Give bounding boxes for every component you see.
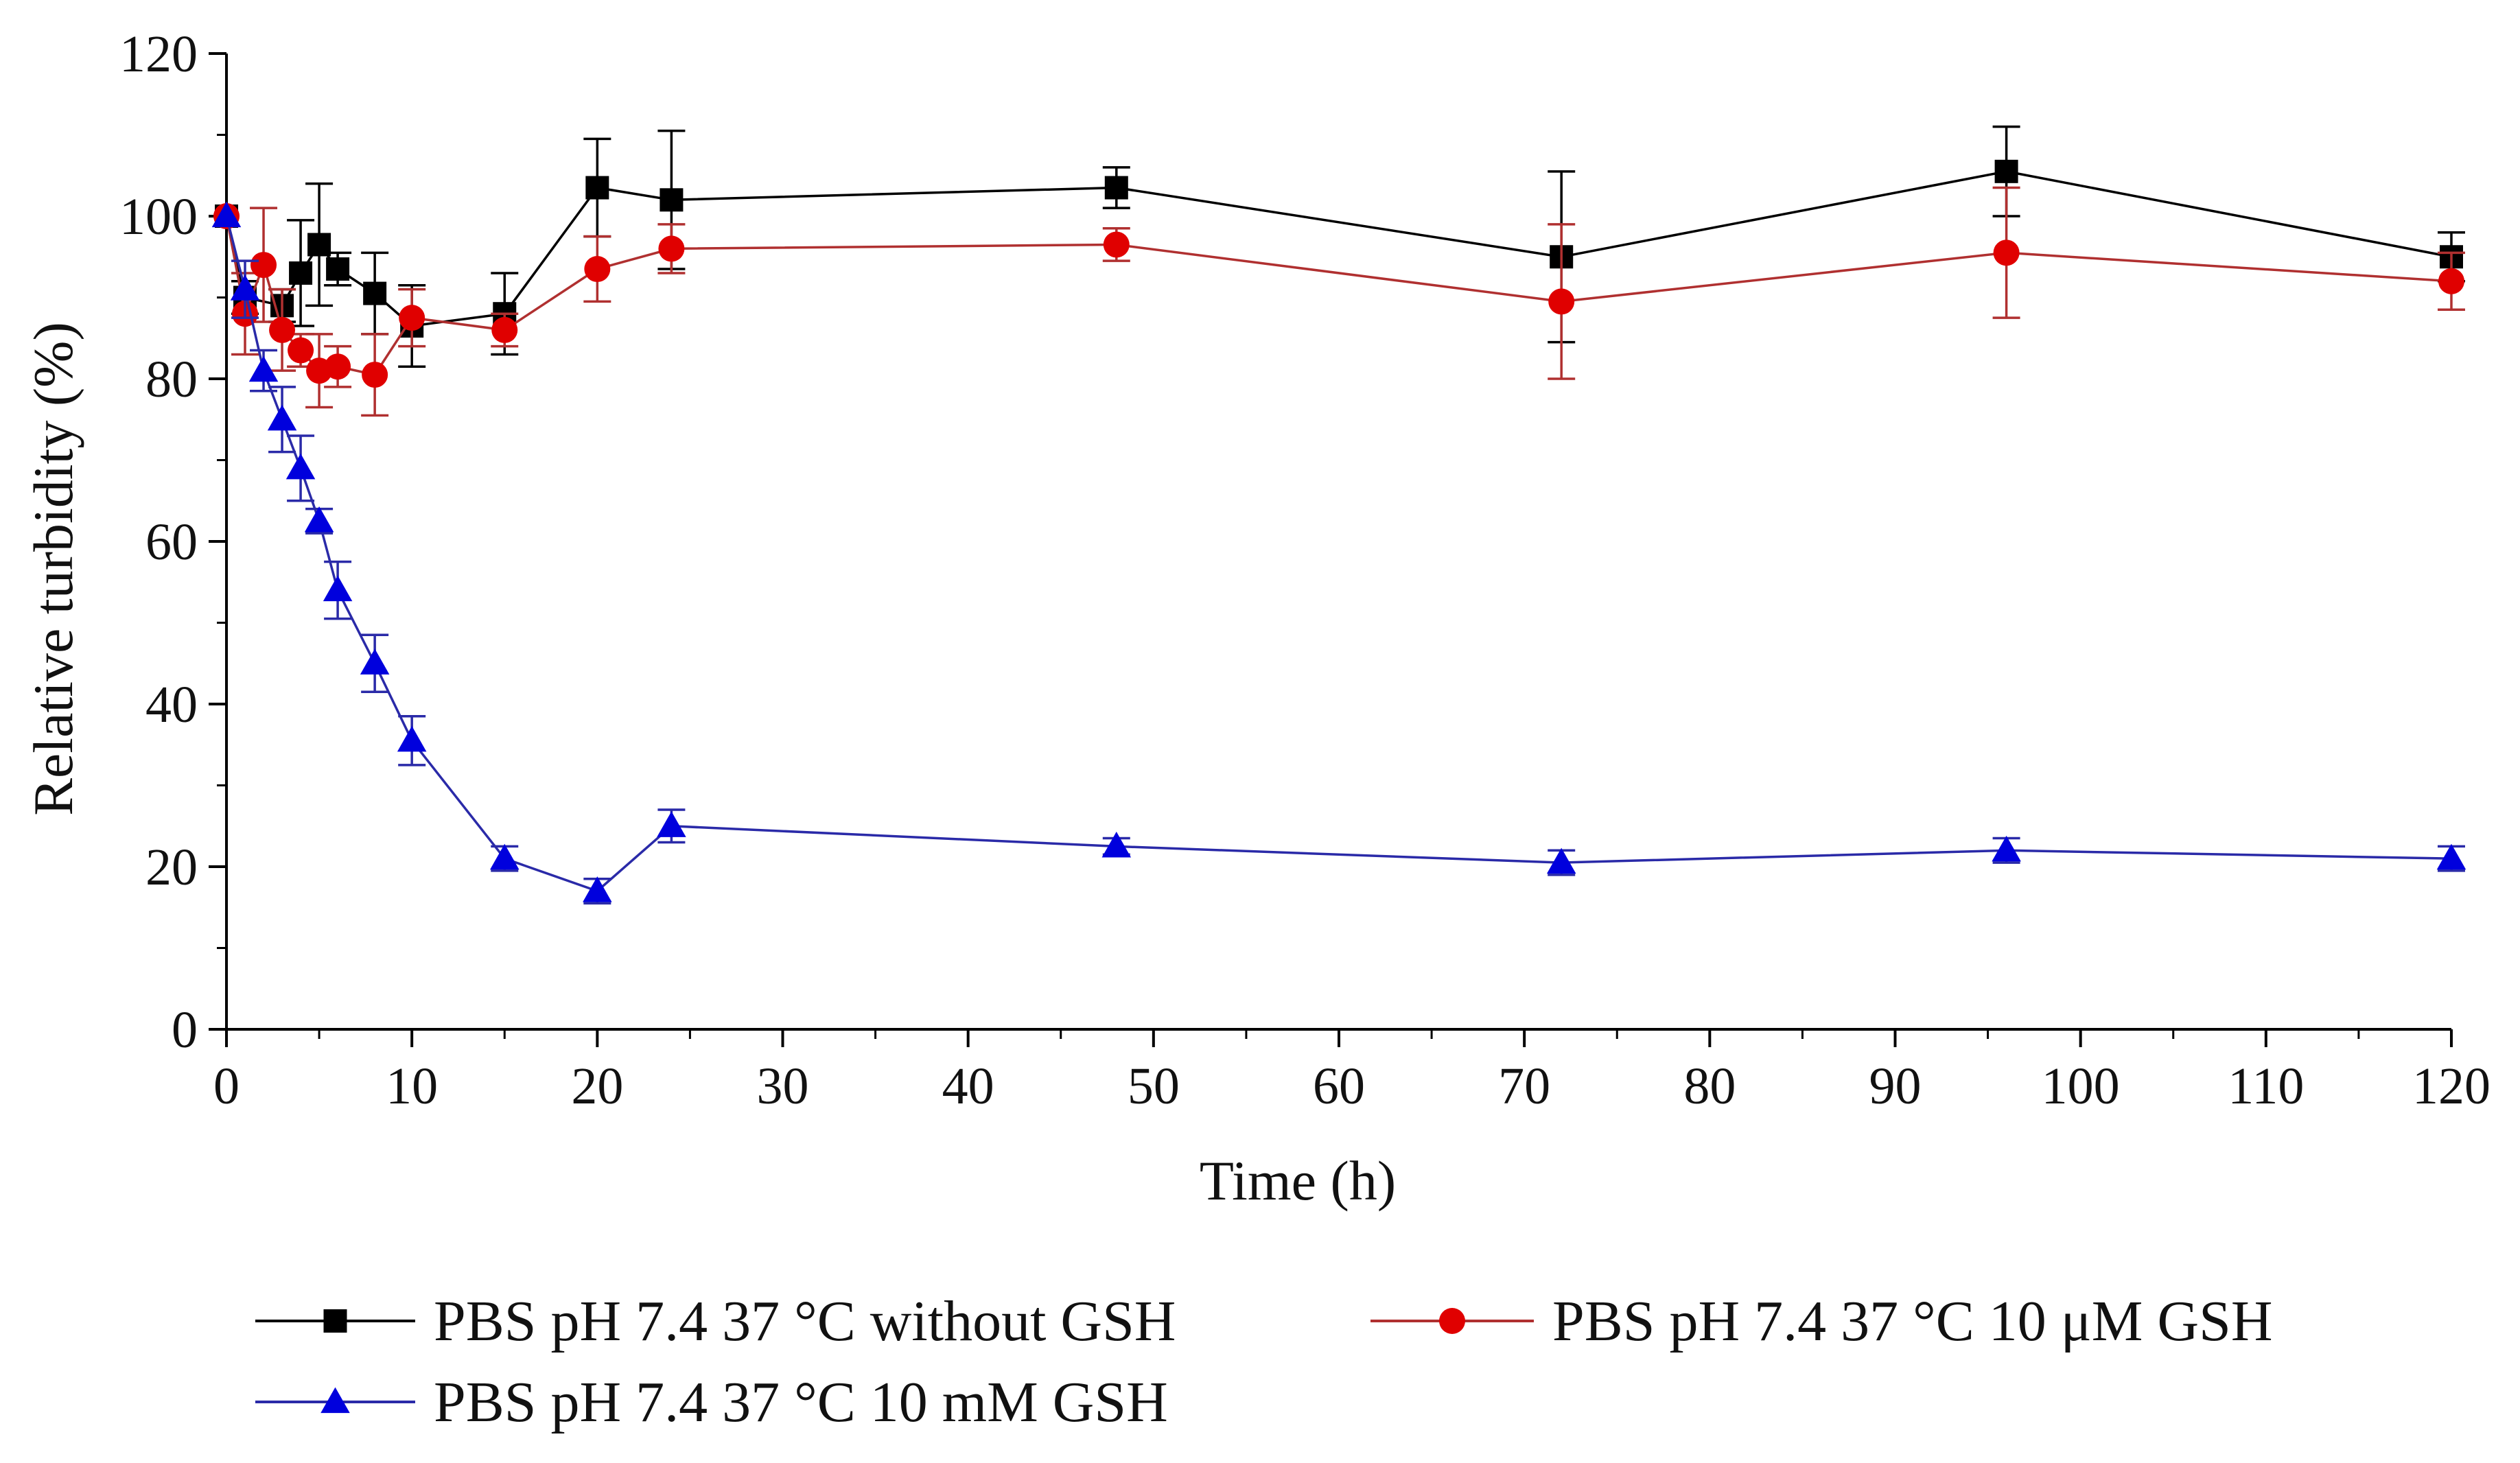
series-line [225,215,2452,893]
data-point [1101,831,1132,858]
data-point [285,453,316,480]
data-point [288,337,314,364]
data-point [491,316,518,343]
y-tick-label: 80 [145,351,198,408]
legend: PBS pH 7.4 37 °C without GSH PBS pH 7.4 3… [255,1289,2273,1434]
x-tick-label: 0 [213,1057,240,1115]
series-line [225,215,2452,377]
data-point [397,725,427,752]
y-axis-title: Relative turbidity (%) [22,322,84,816]
data-point [657,811,686,837]
data-point [658,235,685,262]
data-point [250,252,277,279]
data-point [490,843,520,870]
data-point [269,316,296,343]
y-tick-label: 20 [145,839,198,896]
legend-item-3: PBS pH 7.4 37 °C 10 mM GSH [255,1370,1168,1434]
legend-label: PBS pH 7.4 37 °C 10 mM GSH [434,1370,1168,1434]
x-tick-label: 120 [2412,1057,2490,1115]
data-point [1103,231,1130,258]
data-point [660,188,684,212]
x-tick-label: 100 [2042,1057,2120,1115]
series-3 [211,201,2466,905]
x-tick-label: 70 [1498,1057,1550,1115]
legend-marker [323,1309,347,1333]
x-tick-label: 80 [1683,1057,1736,1115]
data-point [211,201,242,228]
legend-label: PBS pH 7.4 37 °C 10 μM GSH [1552,1289,2273,1353]
data-point [230,274,260,301]
data-point [304,506,334,532]
x-tick-label: 30 [757,1057,809,1115]
data-point [307,233,331,257]
y-tick-label: 0 [172,1001,198,1059]
data-point [325,353,351,380]
data-point [360,648,390,675]
data-point [362,362,388,388]
x-tick-label: 110 [2228,1057,2304,1115]
series-1 [215,125,2465,368]
y-tick-label: 120 [119,25,198,83]
data-point [1993,239,2020,266]
axes: 0 10 20 30 40 50 60 70 80 90 100 110 120 0 20 40 60 80 100… [119,25,2490,1115]
data-point [326,257,350,281]
data-point [1994,159,2018,183]
data-point [2436,843,2466,870]
data-point [1548,288,1575,315]
series-line [225,170,2452,327]
data-point [248,355,279,382]
legend-marker [320,1387,350,1414]
x-tick-label: 90 [1869,1057,1922,1115]
data-point [1992,835,2021,862]
x-tick-label: 10 [386,1057,438,1115]
data-point [1546,847,1576,874]
y-tick-label: 100 [119,188,198,246]
x-tick-label: 20 [571,1057,623,1115]
legend-label: PBS pH 7.4 37 °C without GSH [434,1289,1176,1353]
legend-marker [1439,1308,1465,1334]
x-tick-label: 50 [1128,1057,1180,1115]
data-point [585,176,609,200]
x-tick-label: 40 [942,1057,994,1115]
data-point [583,876,612,902]
x-tick-label: 60 [1313,1057,1365,1115]
series-layer [211,125,2466,905]
legend-item-1: PBS pH 7.4 37 °C without GSH [255,1289,1176,1353]
data-point [2438,268,2464,294]
x-axis-title: Time (h) [1200,1149,1396,1212]
data-point [363,281,387,305]
data-point [1104,176,1128,200]
y-tick-label: 60 [145,513,198,571]
data-point [584,256,611,283]
data-point [289,261,313,285]
y-tick-label: 40 [145,676,198,734]
data-point [323,575,353,602]
data-point [267,404,297,431]
legend-item-2: PBS pH 7.4 37 °C 10 μM GSH [1370,1289,2273,1353]
data-point [399,305,425,331]
